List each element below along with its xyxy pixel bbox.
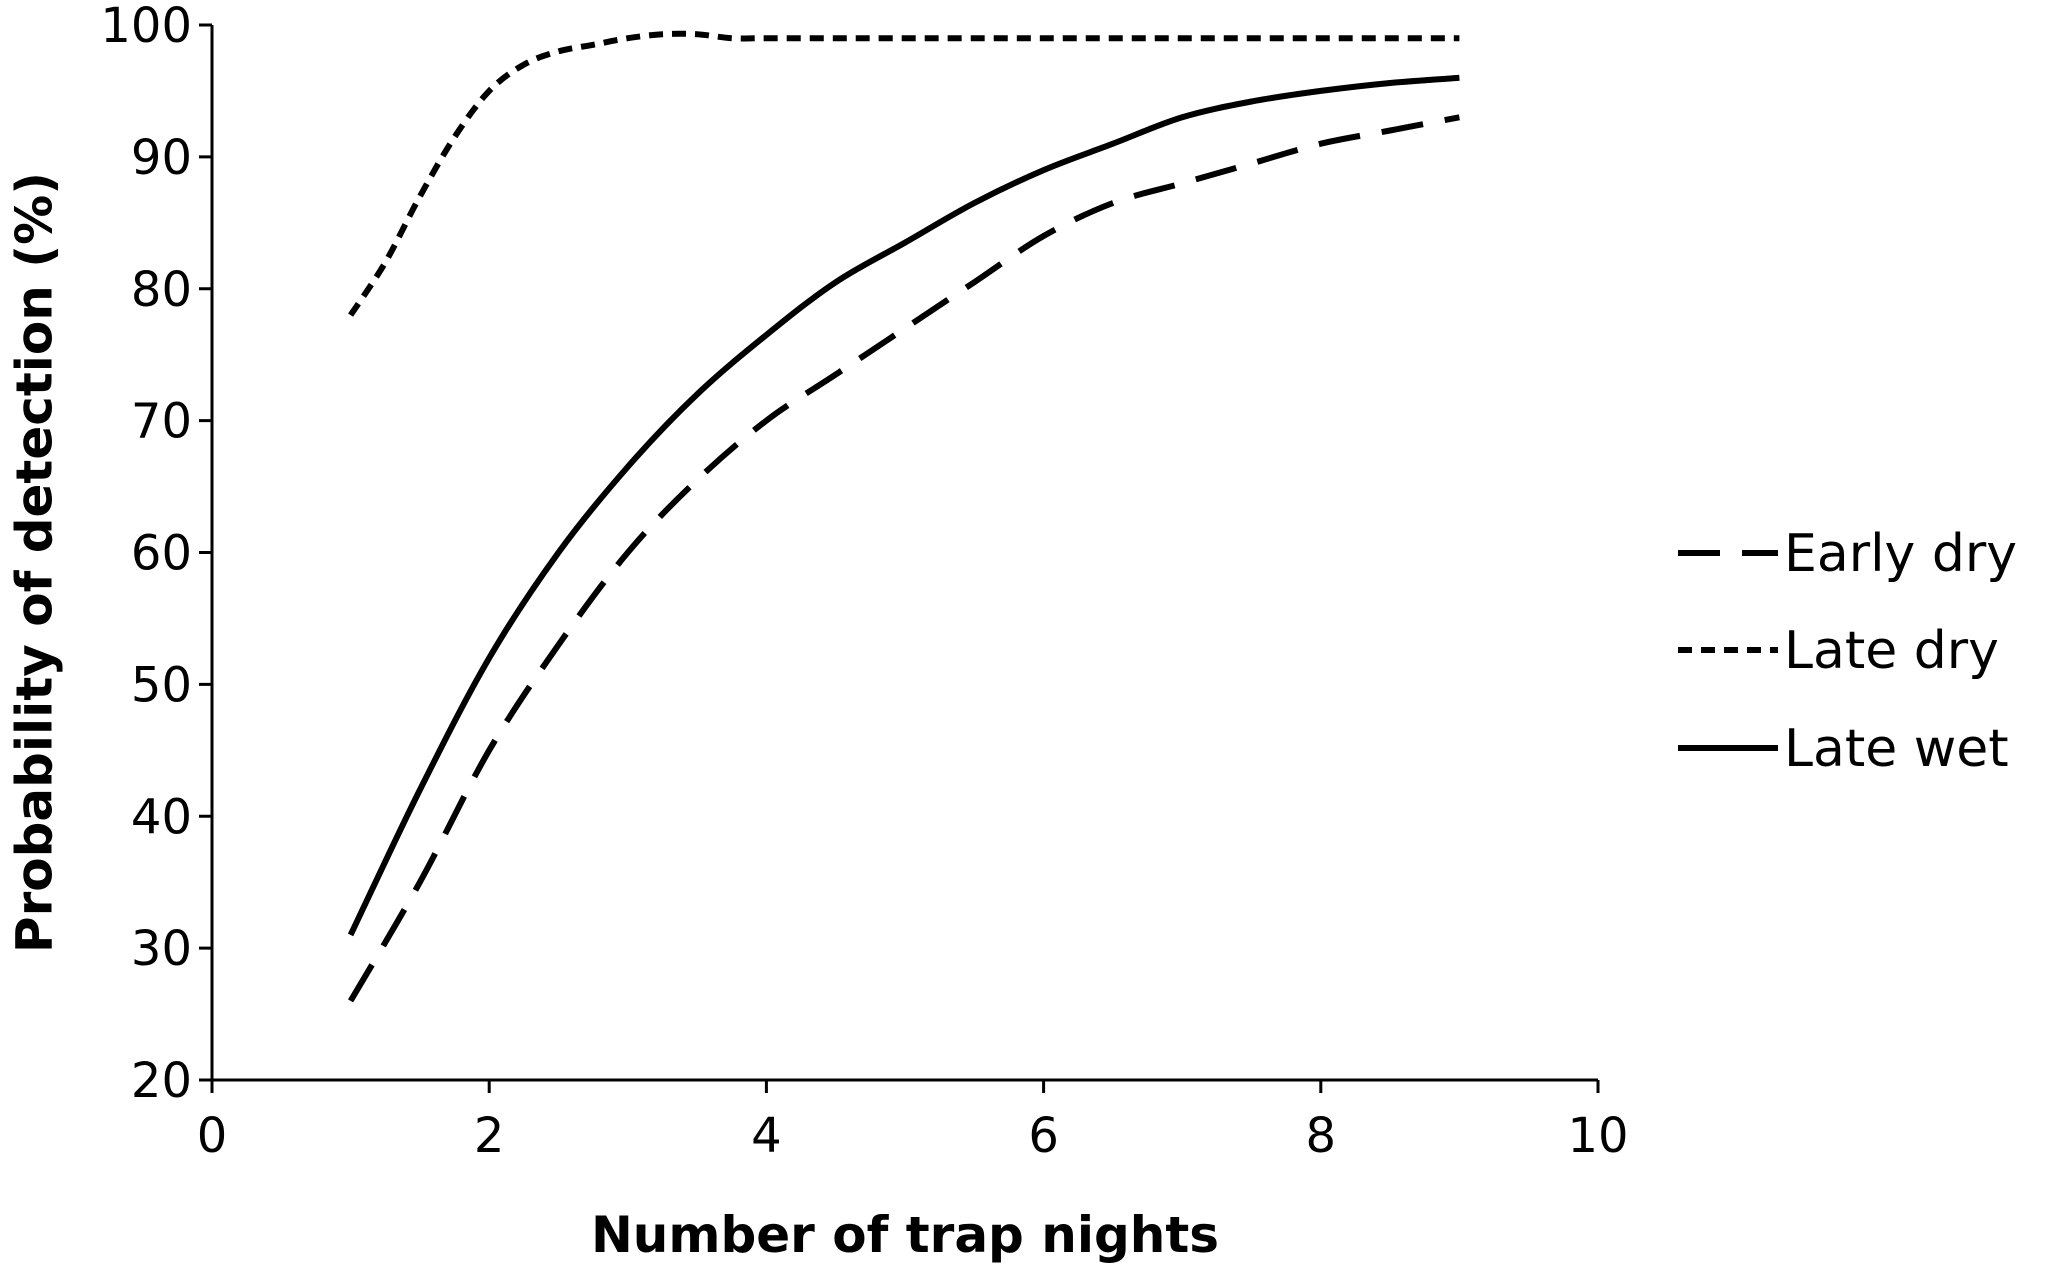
y-tick-label: 60: [131, 526, 192, 582]
x-tick-label: 2: [474, 1108, 505, 1164]
x-tick-label: 0: [197, 1108, 228, 1164]
x-axis-title: Number of trap nights: [591, 1206, 1219, 1264]
y-axis-title: Probability of detection (%): [6, 172, 64, 953]
x-tick-label: 8: [1306, 1108, 1337, 1164]
axes: 0 2 4 6 8 10 20 30 40 50 60 70 80 90 100: [100, 0, 1628, 1164]
legend: Early dry Late dry Late wet: [1678, 524, 2017, 779]
series-line-late-wet: [347, 74, 1460, 937]
series-line-early-dry: [348, 114, 1460, 1003]
y-tick-label: 40: [131, 789, 192, 845]
y-tick-label: 70: [131, 394, 192, 450]
y-tick-label: 90: [131, 130, 192, 186]
series-line-late-dry: [348, 30, 1460, 317]
legend-item-early-dry: Early dry: [1678, 524, 2017, 584]
legend-label: Early dry: [1784, 524, 2017, 584]
y-tick-label: 80: [131, 262, 192, 318]
y-tick-label: 20: [131, 1053, 192, 1109]
x-tick-label: 10: [1567, 1108, 1628, 1164]
legend-label: Late dry: [1784, 621, 1999, 681]
y-tick-label: 50: [131, 657, 192, 713]
legend-label: Late wet: [1784, 719, 2009, 779]
y-axis-ticks: 20 30 40 50 60 70 80 90 100: [100, 0, 212, 1109]
x-tick-label: 6: [1028, 1108, 1059, 1164]
legend-item-late-wet: Late wet: [1678, 719, 2009, 779]
x-axis-ticks: 0 2 4 6 8 10: [197, 1080, 1629, 1164]
y-tick-label: 30: [131, 921, 192, 977]
y-tick-label: 100: [100, 0, 192, 54]
x-tick-label: 4: [751, 1108, 782, 1164]
series-lines: [347, 30, 1460, 1003]
legend-item-late-dry: Late dry: [1678, 621, 1999, 681]
